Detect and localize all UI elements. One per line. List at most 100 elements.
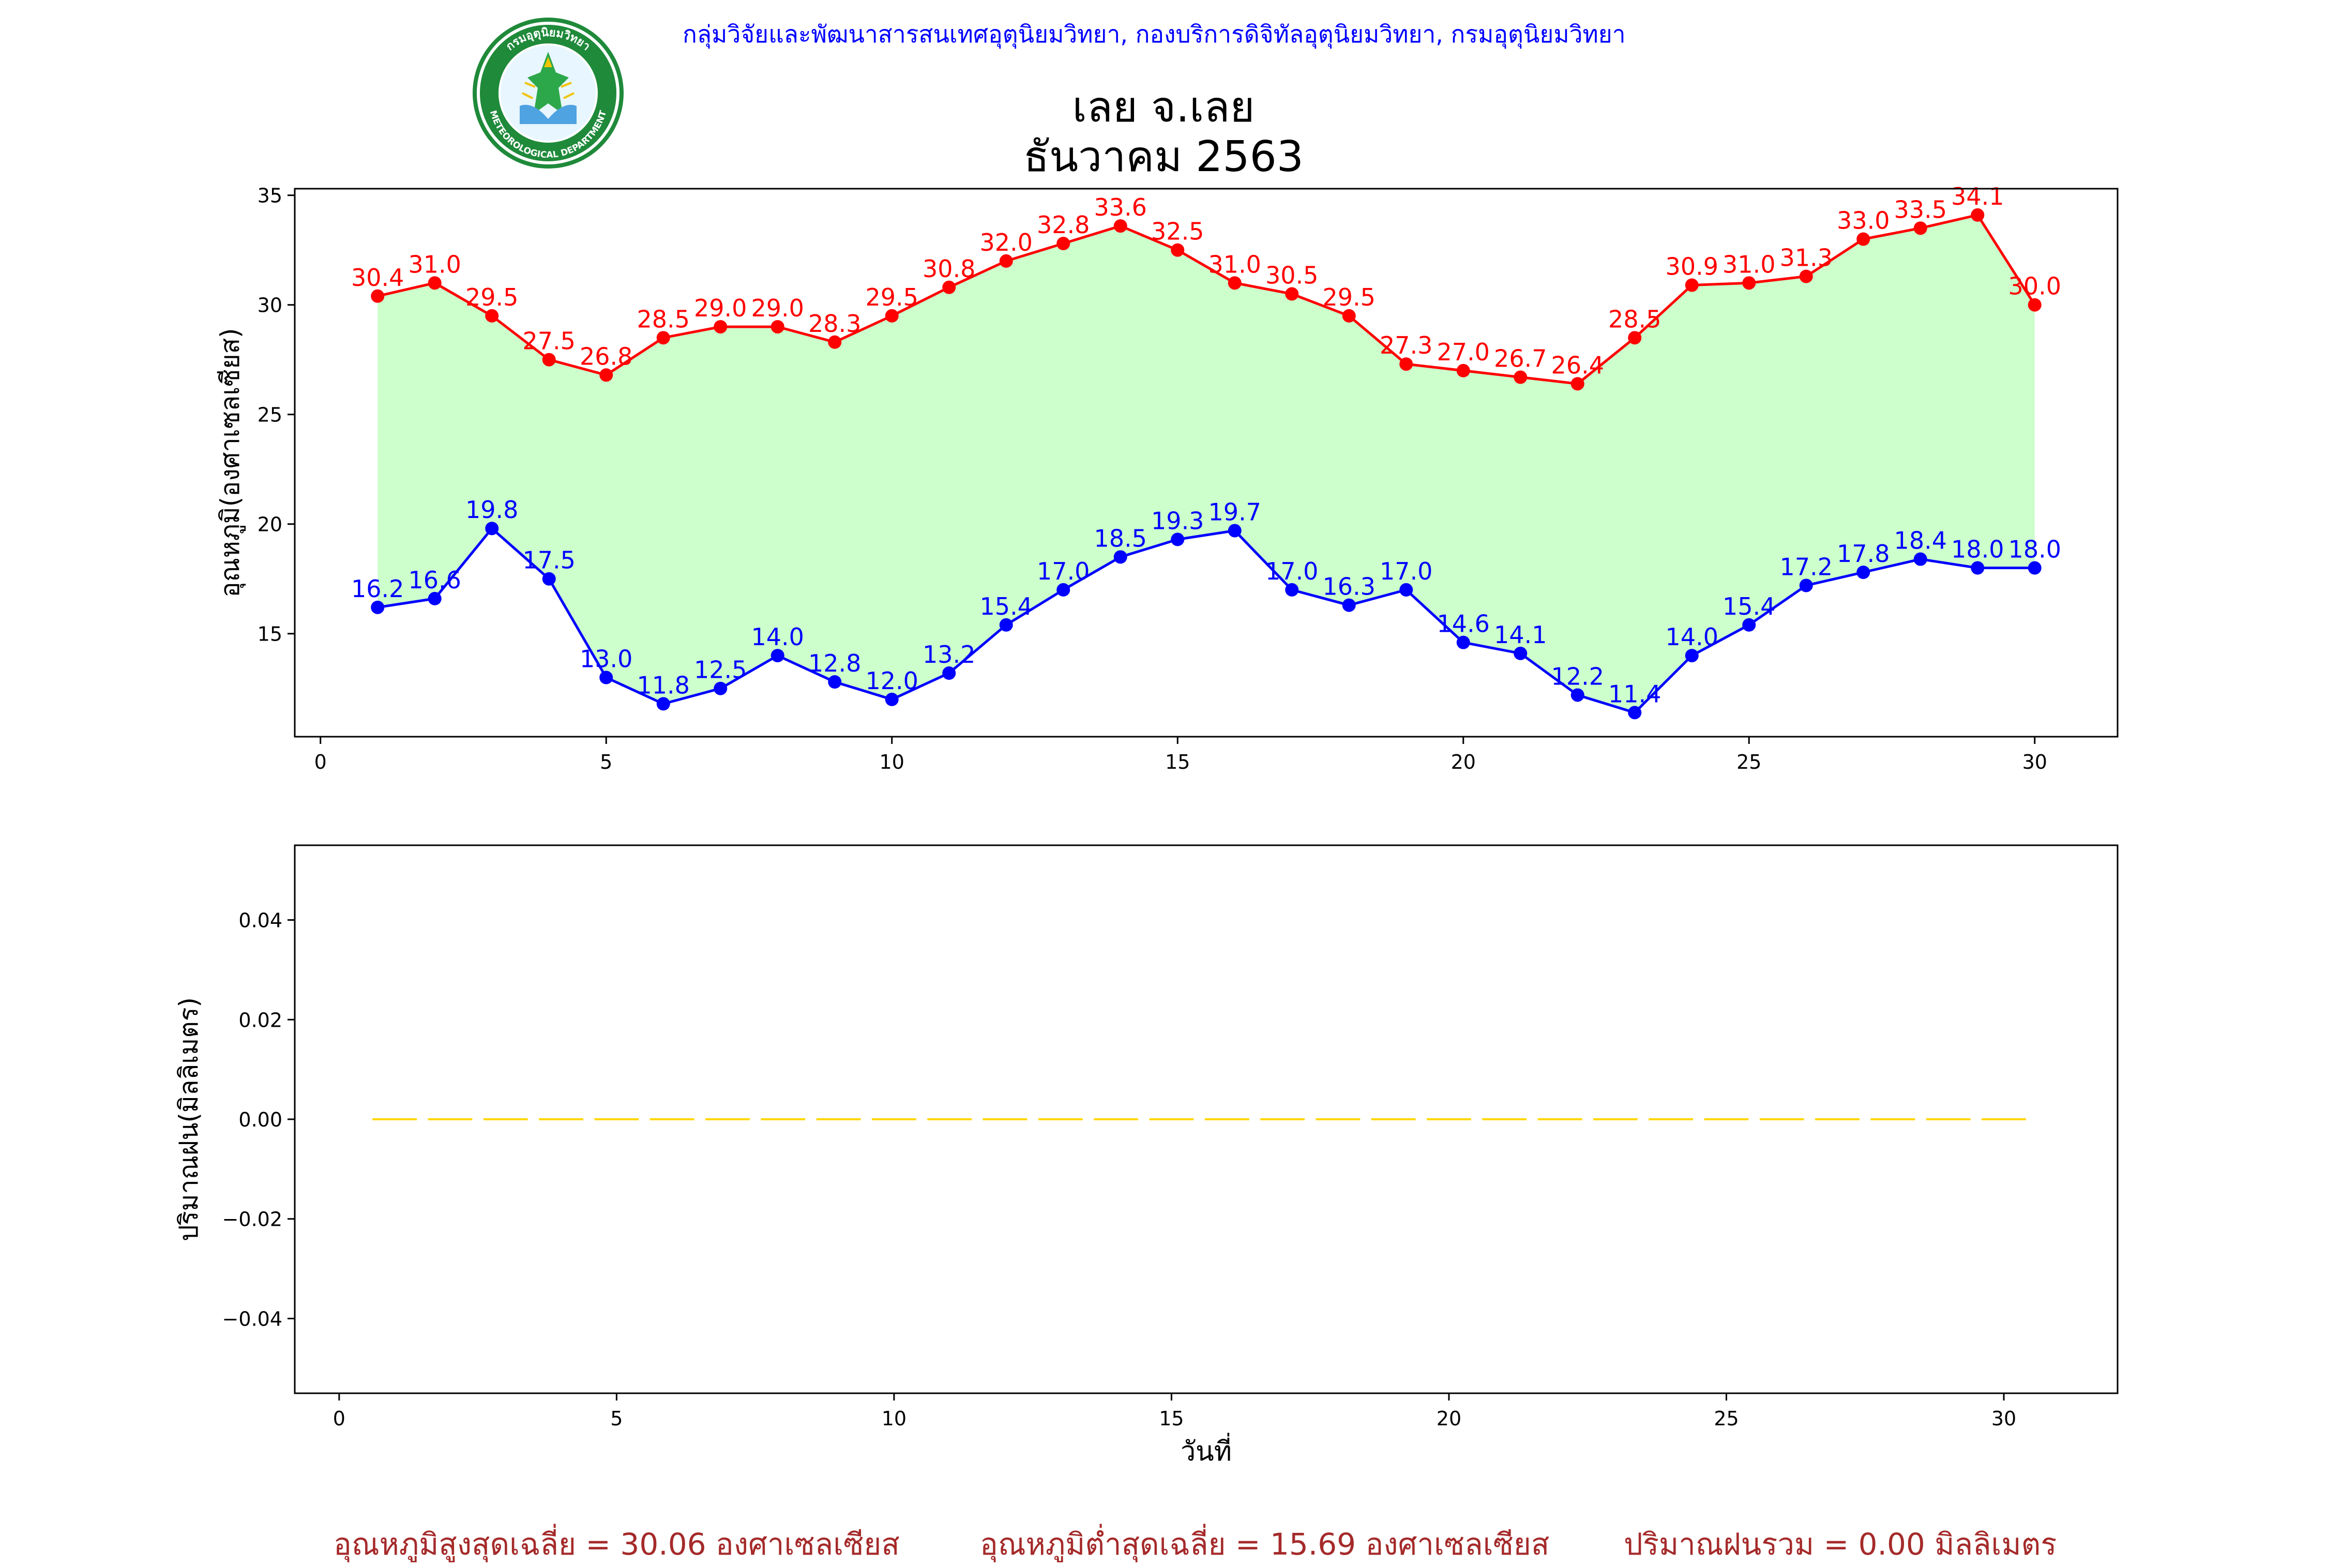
rainfall-bar	[1815, 1118, 1860, 1120]
max-temperature-data-label: 27.3	[1380, 331, 1432, 359]
rainfall-bar	[483, 1118, 528, 1120]
rainfall-bar	[1593, 1118, 1638, 1120]
x-axis-title: วันที่	[1181, 1433, 1232, 1467]
min-temperature-point	[1799, 579, 1813, 592]
min-temperature-data-label: 15.4	[1722, 592, 1775, 620]
min-temperature-data-label: 12.5	[694, 656, 747, 684]
min-temperature-data-label: 12.0	[866, 667, 918, 695]
rainfall-bar	[1149, 1118, 1194, 1120]
min-temperature-point	[1570, 688, 1584, 702]
min-temperature-data-label: 16.2	[351, 575, 404, 603]
min-temperature-data-label: 18.0	[1951, 536, 2004, 564]
temperature-plot-frame	[294, 188, 2119, 738]
x-tick-label: 25	[1714, 1407, 1739, 1430]
max-temperature-point	[1228, 276, 1242, 290]
max-temperature-point	[2028, 298, 2042, 312]
rainfall-bar	[1427, 1118, 1471, 1120]
y-tick-label: 0.00	[238, 1108, 282, 1131]
min-temperature-data-label: 14.0	[1666, 623, 1718, 651]
min-temperature-point	[599, 671, 613, 684]
rainfall-bar	[428, 1118, 473, 1120]
max-temperature-point	[1456, 363, 1470, 377]
rainfall-bar	[1759, 1118, 1804, 1120]
max-temperature-point	[428, 276, 442, 290]
max-temperature-data-label: 33.0	[1837, 207, 1890, 235]
x-tick-label: 30	[2022, 751, 2047, 773]
min-temperature-point	[371, 600, 385, 614]
max-temperature-data-label: 28.5	[1608, 305, 1661, 333]
rainfall-bar	[1316, 1118, 1361, 1120]
max-temperature-point	[1628, 331, 1642, 345]
max-temperature-data-label: 26.8	[580, 342, 632, 370]
max-temperature-data-label: 30.9	[1666, 253, 1718, 281]
max-temperature-point	[599, 368, 613, 382]
max-temperature-point	[1913, 221, 1927, 235]
max-temperature-data-label: 29.5	[1323, 283, 1376, 311]
x-tick-label: 15	[1165, 751, 1190, 773]
temperature-range-fill	[377, 215, 2035, 713]
max-temperature-point	[1971, 208, 1985, 222]
max-temperature-point	[1056, 237, 1070, 250]
max-temperature-data-label: 31.0	[1208, 250, 1261, 278]
rainfall-bar	[1038, 1118, 1083, 1120]
x-tick-label: 15	[1159, 1407, 1184, 1430]
min-temperature-data-label: 17.0	[1380, 557, 1432, 585]
min-temperature-data-label: 11.8	[637, 671, 690, 699]
min-temperature-data-label: 18.0	[2008, 536, 2061, 564]
min-temperature-line	[377, 526, 2035, 714]
rainfall-bar	[927, 1118, 972, 1120]
min-temperature-data-label: 16.3	[1323, 573, 1376, 601]
min-temperature-point	[1971, 561, 1985, 575]
agency-credit: กลุ่มวิจัยและพัฒนาสารสนเทศอุตุนิยมวิทยา,…	[683, 20, 1626, 48]
max-temperature-line	[377, 214, 2036, 385]
max-temperature-point	[1799, 269, 1813, 283]
x-tick-label: 5	[610, 1407, 623, 1430]
max-temperature-data-label: 28.3	[808, 310, 861, 338]
min-temperature-data-label: 16.6	[409, 566, 461, 594]
min-temperature-data-label: 11.4	[1608, 680, 1661, 708]
min-temperature-point	[1628, 706, 1642, 720]
rainfall-bar	[1260, 1118, 1305, 1120]
y-tick-label: 20	[258, 513, 282, 536]
min-temperature-point	[1228, 524, 1242, 538]
rainfall-bar	[539, 1118, 583, 1120]
x-tick-label: 10	[880, 751, 904, 773]
temperature-y-axis-title: อุณหภูมิ(องศาเซลเซียส)	[215, 328, 246, 597]
max-temperature-point	[1570, 377, 1584, 391]
rainfall-bar	[372, 1118, 417, 1120]
min-temperature-data-label: 13.0	[580, 645, 632, 673]
min-temperature-point	[770, 649, 784, 663]
rainfall-bar	[1982, 1118, 2026, 1120]
total-rainfall: ปริมาณฝนรวม = 0.00 มิลลิเมตร	[1624, 1527, 2057, 1562]
y-tick-label: 35	[258, 185, 282, 207]
y-tick-label: 0.04	[238, 909, 282, 932]
max-temperature-data-label: 33.6	[1094, 193, 1147, 221]
rainfall-bar	[1704, 1118, 1749, 1120]
min-temperature-point	[428, 591, 442, 605]
rainfall-bar	[1537, 1118, 1582, 1120]
y-tick-label: 15	[258, 623, 282, 646]
rainfall-bar	[649, 1118, 694, 1120]
rainfall-y-axis-title: ปริมาณฝน(มิลลิเมตร)	[174, 997, 204, 1241]
x-tick-label: 5	[600, 751, 612, 773]
max-temperature-series: 30.4 31.029.527.526.828.5 29.0 29.028.329.5…	[351, 182, 2061, 391]
max-temperature-data-label: 30.4	[351, 264, 404, 292]
min-temperature-point	[1856, 566, 1870, 579]
max-temperature-data-label: 29.0	[694, 294, 747, 322]
rainfall-bar	[1371, 1118, 1416, 1120]
month-year: ธันวาคม 2563	[1023, 132, 1304, 181]
min-temperature-data-label: 18.4	[1894, 527, 1947, 555]
x-tick-label: 25	[1736, 751, 1761, 773]
rainfall-bar	[761, 1118, 806, 1120]
min-temperature-point	[1285, 583, 1299, 597]
max-temperature-data-label: 29.5	[465, 283, 518, 311]
y-tick-label: −0.02	[222, 1208, 282, 1231]
max-temperature-point	[770, 320, 784, 334]
max-temperature-point	[1742, 276, 1756, 290]
min-temperature-data-label: 15.4	[980, 592, 1033, 620]
min-temperature-point	[542, 572, 556, 586]
min-temperature-point	[1913, 552, 1927, 566]
rainfall-bar	[594, 1118, 639, 1120]
max-temperature-point	[1342, 309, 1356, 323]
